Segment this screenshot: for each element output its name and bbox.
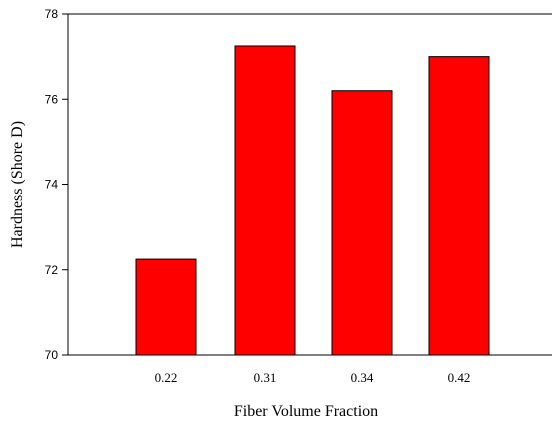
y-ticks-group: 70 72 74 76 78: [45, 7, 68, 362]
x-tick-label: 0.42: [448, 370, 471, 385]
y-axis-title: Hardness (Shore D): [9, 121, 26, 248]
bar-0-22: [135, 258, 197, 356]
bars-group: [135, 45, 490, 356]
y-tick-label: 70: [45, 348, 59, 362]
bar-0-42: [428, 56, 490, 356]
x-tick-label: 0.22: [155, 370, 178, 385]
y-tick-label: 74: [45, 178, 59, 192]
x-ticks-group: 0.22 0.31 0.34 0.42: [155, 370, 471, 385]
x-axis-title: Fiber Volume Fraction: [234, 403, 378, 420]
y-tick-label: 78: [45, 7, 59, 21]
bar-0-31: [234, 45, 296, 356]
x-tick-label: 0.31: [254, 370, 277, 385]
x-tick-label: 0.34: [351, 370, 374, 385]
y-tick-label: 76: [45, 92, 59, 106]
y-tick-label: 72: [45, 263, 59, 277]
bar-0-34: [331, 90, 393, 356]
